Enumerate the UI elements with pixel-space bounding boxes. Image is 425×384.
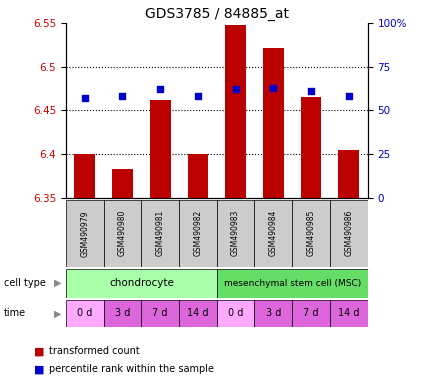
Point <box>157 86 164 93</box>
Text: 7 d: 7 d <box>303 308 319 318</box>
Text: 0 d: 0 d <box>228 308 243 318</box>
Text: GSM490985: GSM490985 <box>306 210 315 257</box>
Bar <box>263 48 284 198</box>
Text: 14 d: 14 d <box>338 308 360 318</box>
Bar <box>66 300 104 327</box>
Text: GSM490981: GSM490981 <box>156 210 164 257</box>
Bar <box>330 300 368 327</box>
Text: GSM490986: GSM490986 <box>344 210 353 257</box>
Bar <box>300 97 321 198</box>
Bar <box>104 200 141 267</box>
Title: GDS3785 / 84885_at: GDS3785 / 84885_at <box>145 7 289 21</box>
Bar <box>179 300 217 327</box>
Text: ▶: ▶ <box>54 278 61 288</box>
Text: 3 d: 3 d <box>115 308 130 318</box>
Point <box>308 88 314 94</box>
Text: ▶: ▶ <box>54 308 61 318</box>
Bar <box>292 200 330 267</box>
Bar <box>141 300 179 327</box>
Bar <box>255 300 292 327</box>
Text: chondrocyte: chondrocyte <box>109 278 174 288</box>
Bar <box>330 200 368 267</box>
Point <box>232 86 239 93</box>
Text: 14 d: 14 d <box>187 308 209 318</box>
Bar <box>74 154 95 198</box>
Bar <box>338 150 359 198</box>
Text: ■: ■ <box>34 346 45 356</box>
Bar <box>104 300 141 327</box>
Text: GSM490984: GSM490984 <box>269 210 278 257</box>
Text: 0 d: 0 d <box>77 308 92 318</box>
Text: time: time <box>4 308 26 318</box>
Bar <box>255 200 292 267</box>
Text: 3 d: 3 d <box>266 308 281 318</box>
Point <box>81 95 88 101</box>
Bar <box>179 200 217 267</box>
Text: GSM490980: GSM490980 <box>118 210 127 257</box>
Bar <box>292 300 330 327</box>
Text: GSM490982: GSM490982 <box>193 210 202 257</box>
Bar <box>225 25 246 198</box>
Point <box>270 84 277 91</box>
Point <box>195 93 201 99</box>
Text: 7 d: 7 d <box>153 308 168 318</box>
Bar <box>217 300 255 327</box>
Point <box>346 93 352 99</box>
Bar <box>66 269 217 298</box>
Text: GSM490979: GSM490979 <box>80 210 89 257</box>
Text: mesenchymal stem cell (MSC): mesenchymal stem cell (MSC) <box>224 279 361 288</box>
Bar <box>217 269 368 298</box>
Point <box>119 93 126 99</box>
Text: cell type: cell type <box>4 278 46 288</box>
Bar <box>217 200 255 267</box>
Bar <box>112 169 133 198</box>
Bar <box>66 200 104 267</box>
Text: percentile rank within the sample: percentile rank within the sample <box>49 364 214 374</box>
Text: GSM490983: GSM490983 <box>231 210 240 257</box>
Text: transformed count: transformed count <box>49 346 140 356</box>
Bar <box>150 100 170 198</box>
Bar <box>141 200 179 267</box>
Bar <box>187 154 208 198</box>
Text: ■: ■ <box>34 364 45 374</box>
